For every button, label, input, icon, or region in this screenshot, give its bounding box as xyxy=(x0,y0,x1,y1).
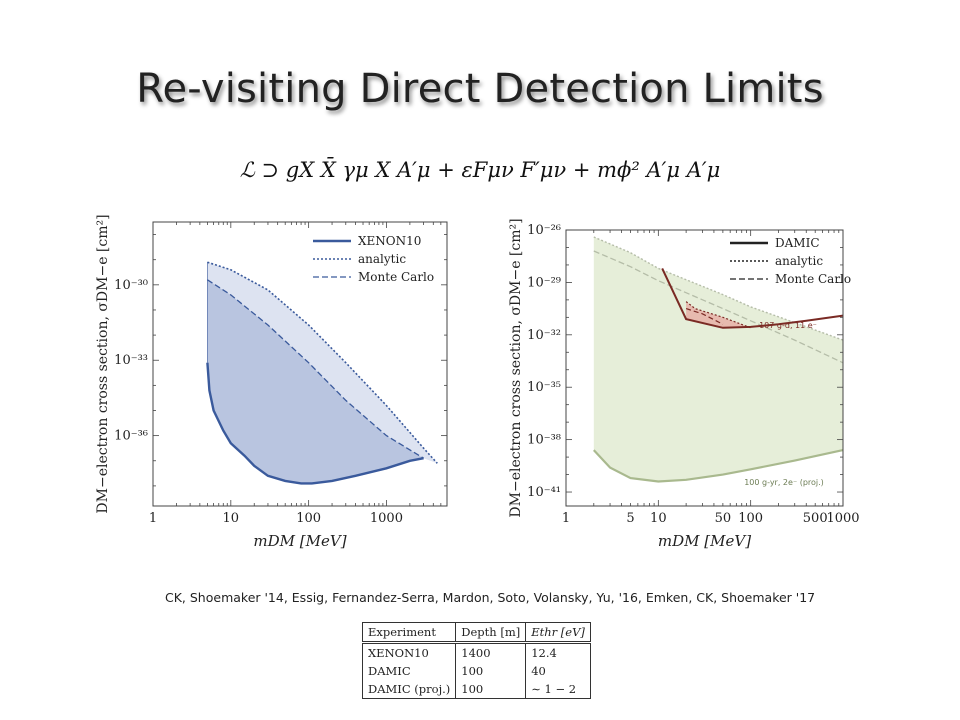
legend-label-monte-carlo: Monte Carlo xyxy=(775,272,851,286)
x-axis-label: mDM [MeV] xyxy=(253,532,346,550)
lagrangian-equation: ℒ ⊃ gX X̄ γμ X A′μ + εFμν F′μν + mϕ² A′μ… xyxy=(239,158,721,182)
table-row: DAMIC (proj.) 100 ∼ 1 − 2 xyxy=(363,680,591,699)
projected-region xyxy=(593,237,843,482)
y-axis-label: DM−electron cross section, σDM−e [cm²] xyxy=(95,214,111,513)
y-tick-label: 10⁻³² xyxy=(527,328,561,343)
y-axis-label: DM−electron cross section, σDM−e [cm²] xyxy=(508,218,524,517)
table-row: DAMIC 100 40 xyxy=(363,662,591,680)
damic-monte-carlo-line xyxy=(685,308,724,325)
xenon10-line xyxy=(206,362,424,485)
y-tick-label: 10⁻³⁶ xyxy=(114,429,148,444)
legend-label-xenon10: XENON10 xyxy=(358,234,421,248)
x-tick-label: 1 xyxy=(149,511,157,526)
projected-monte-carlo-line xyxy=(593,250,844,364)
cell-depth: 1400 xyxy=(455,642,526,662)
xenon10-limit-chart: 1 10 100 1000 10⁻³⁰ 10⁻³³ 10⁻³⁶ mDM [MeV] DM−ele… xyxy=(95,214,448,550)
y-tick-label: 10⁻⁴¹ xyxy=(527,485,561,500)
y-tick-label: 10⁻²⁹ xyxy=(527,275,561,290)
damic-annotation: 107 g-d, 11 e⁻ xyxy=(759,321,817,330)
header-depth: Depth [m] xyxy=(455,622,526,643)
projection-annotation: 100 g-yr, 2e⁻ (proj.) xyxy=(744,478,824,487)
y-tick-label: 10⁻³³ xyxy=(114,353,148,368)
x-axis-label: mDM [MeV] xyxy=(658,532,751,550)
x-tick-label: 5 xyxy=(626,511,634,526)
projected-limit-line xyxy=(592,449,844,483)
cell-threshold: ∼ 1 − 2 xyxy=(525,680,591,699)
x-tick-label: 10 xyxy=(223,511,240,526)
damic-region xyxy=(686,301,751,328)
cell-experiment: DAMIC (proj.) xyxy=(368,682,451,696)
header-experiment: Experiment xyxy=(368,625,436,639)
x-tick-label: 1000 xyxy=(370,511,403,526)
y-tick-label: 10⁻³⁰ xyxy=(114,278,148,293)
x-tick-label: 1000 xyxy=(826,511,859,526)
experiment-table: Experiment Depth [m] Ethr [eV] XENON10 1… xyxy=(362,622,591,699)
cell-experiment: DAMIC xyxy=(368,664,411,678)
damic-line xyxy=(661,267,844,329)
header-threshold: Ethr [eV] xyxy=(525,622,591,643)
x-tick-label: 100 xyxy=(738,511,763,526)
legend-label-analytic: analytic xyxy=(358,252,406,266)
cell-threshold: 40 xyxy=(525,662,591,680)
monte-carlo-line xyxy=(207,279,424,459)
x-tick-label: 50 xyxy=(715,511,732,526)
cell-threshold: 12.4 xyxy=(525,642,591,662)
table-header-row: Experiment Depth [m] Ethr [eV] xyxy=(362,622,591,643)
analytic-band xyxy=(207,262,438,464)
cell-depth: 100 xyxy=(455,680,526,699)
cell-experiment: XENON10 xyxy=(368,646,429,660)
legend-label-damic: DAMIC xyxy=(775,236,820,250)
legend-label-monte-carlo: Monte Carlo xyxy=(358,270,434,284)
table-row: XENON10 1400 12.4 xyxy=(363,642,591,662)
x-tick-label: 10 xyxy=(650,511,667,526)
plot-frame xyxy=(152,221,448,507)
plot-frame xyxy=(565,229,844,507)
x-tick-label: 1 xyxy=(562,511,570,526)
legend-label-analytic: analytic xyxy=(775,254,823,268)
y-tick-label: 10⁻³⁸ xyxy=(527,433,561,448)
damic-analytic-line xyxy=(685,301,751,329)
x-tick-label: 500 xyxy=(803,511,828,526)
y-tick-label: 10⁻²⁶ xyxy=(527,223,561,238)
citation: CK, Shoemaker '14, Essig, Fernandez-Serr… xyxy=(165,590,816,605)
projected-analytic-line xyxy=(593,236,844,341)
cell-depth: 100 xyxy=(455,662,526,680)
slide-title: Re-visiting Direct Detection Limits xyxy=(136,66,824,112)
y-tick-label: 10⁻³⁵ xyxy=(527,380,561,395)
excluded-region xyxy=(207,279,424,484)
x-tick-label: 100 xyxy=(296,511,321,526)
